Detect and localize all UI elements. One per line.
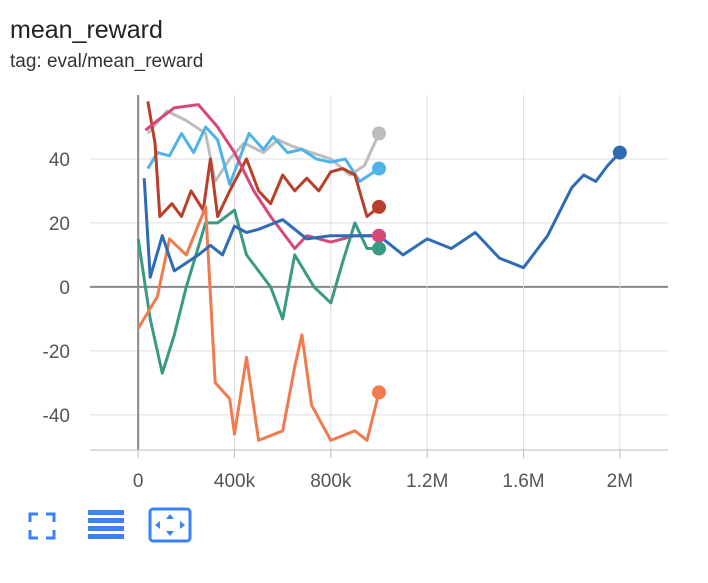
series-line: [146, 101, 380, 218]
series-end-marker: [372, 228, 386, 243]
series-line: [142, 151, 621, 279]
x-tick-label: 1.2M: [406, 471, 448, 492]
x-tick-label: 0: [133, 471, 144, 492]
series-end-marker: [372, 161, 386, 176]
chart-title: mean_reward: [10, 16, 163, 44]
series-line: [136, 208, 379, 375]
series-end-marker: [372, 241, 386, 256]
series-end-marker: [372, 385, 386, 400]
y-tick-label: -20: [43, 342, 70, 363]
chart-subtitle: tag: eval/mean_reward: [10, 51, 203, 72]
y-tick-label: 20: [49, 214, 70, 235]
fit-domain-button[interactable]: [148, 507, 192, 543]
y-tick-label: 40: [49, 150, 70, 171]
series-line: [146, 125, 380, 186]
x-tick-label: 2M: [607, 471, 633, 492]
x-tick-label: 400k: [214, 471, 256, 492]
series-line: [144, 103, 379, 250]
series-end-marker: [612, 145, 627, 160]
y-tick-label: -40: [43, 406, 70, 427]
series-line: [136, 205, 381, 442]
fullscreen-button[interactable]: [28, 512, 56, 540]
x-tick-label: 800k: [310, 471, 352, 492]
series-end-marker: [372, 199, 386, 214]
y-tick-label: 0: [59, 278, 70, 299]
x-tick-label: 1.6M: [502, 471, 544, 492]
data-table-button[interactable]: [88, 510, 124, 539]
series-end-marker: [372, 126, 386, 141]
